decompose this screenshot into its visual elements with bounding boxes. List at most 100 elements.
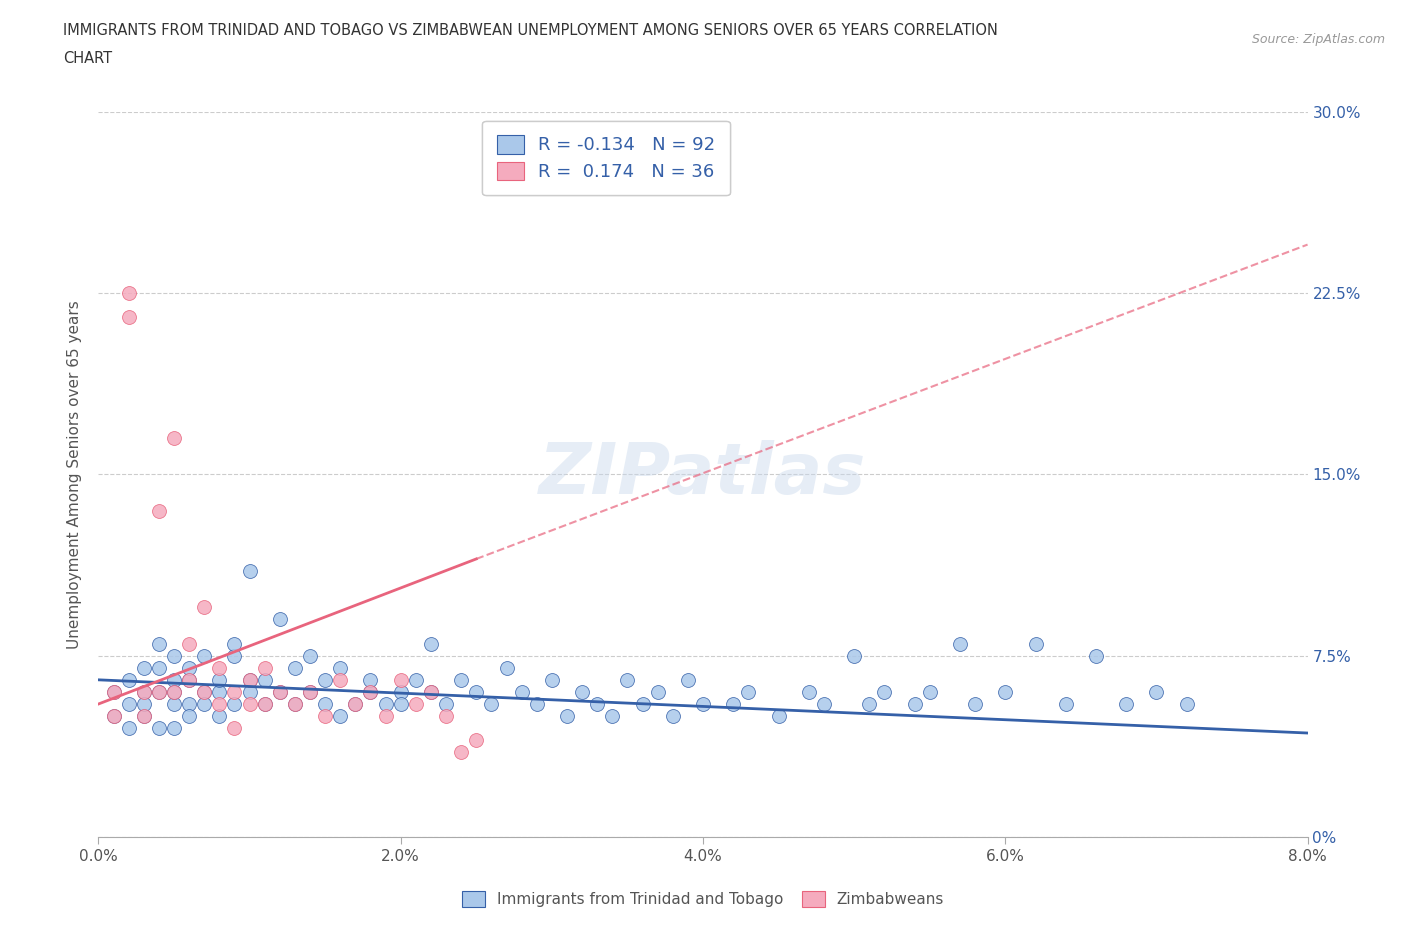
Legend: R = -0.134   N = 92, R =  0.174   N = 36: R = -0.134 N = 92, R = 0.174 N = 36 [482, 121, 730, 195]
Point [208, 697, 231, 711]
Point [193, 648, 215, 663]
Point [360, 672, 382, 687]
Point [163, 684, 186, 699]
Point [163, 672, 186, 687]
Point [224, 636, 246, 651]
Point [405, 672, 427, 687]
Point [405, 697, 427, 711]
Point [163, 684, 186, 699]
Point [465, 733, 488, 748]
Point [193, 600, 215, 615]
Point [193, 684, 215, 699]
Point [179, 672, 201, 687]
Point [571, 684, 593, 699]
Point [420, 684, 443, 699]
Point [163, 431, 186, 445]
Point [193, 684, 215, 699]
Point [813, 697, 835, 711]
Point [434, 709, 457, 724]
Point [647, 684, 669, 699]
Point [1146, 684, 1168, 699]
Text: Source: ZipAtlas.com: Source: ZipAtlas.com [1251, 33, 1385, 46]
Point [103, 684, 125, 699]
Point [450, 672, 472, 687]
Point [344, 697, 367, 711]
Point [389, 672, 412, 687]
Point [1085, 648, 1108, 663]
Point [314, 672, 336, 687]
Point [148, 636, 170, 651]
Point [148, 660, 170, 675]
Point [420, 684, 443, 699]
Legend: Immigrants from Trinidad and Tobago, Zimbabweans: Immigrants from Trinidad and Tobago, Zim… [456, 884, 950, 913]
Point [904, 697, 927, 711]
Point [148, 721, 170, 736]
Point [389, 684, 412, 699]
Point [299, 648, 322, 663]
Point [208, 684, 231, 699]
Point [103, 684, 125, 699]
Point [224, 697, 246, 711]
Point [389, 697, 412, 711]
Point [253, 660, 276, 675]
Point [329, 672, 352, 687]
Point [118, 672, 141, 687]
Point [631, 697, 654, 711]
Point [284, 697, 307, 711]
Point [132, 709, 155, 724]
Point [299, 684, 322, 699]
Point [163, 721, 186, 736]
Point [737, 684, 759, 699]
Point [510, 684, 533, 699]
Point [586, 697, 609, 711]
Point [299, 684, 322, 699]
Text: CHART: CHART [63, 51, 112, 66]
Point [269, 612, 291, 627]
Point [420, 636, 443, 651]
Point [360, 684, 382, 699]
Point [949, 636, 972, 651]
Point [239, 684, 262, 699]
Point [1175, 697, 1198, 711]
Point [253, 672, 276, 687]
Point [118, 286, 141, 300]
Point [179, 660, 201, 675]
Point [253, 697, 276, 711]
Point [374, 709, 396, 724]
Point [118, 310, 141, 325]
Point [540, 672, 562, 687]
Point [994, 684, 1017, 699]
Y-axis label: Unemployment Among Seniors over 65 years: Unemployment Among Seniors over 65 years [67, 300, 83, 649]
Point [344, 697, 367, 711]
Point [374, 697, 396, 711]
Point [163, 648, 186, 663]
Point [314, 709, 336, 724]
Point [284, 660, 307, 675]
Point [269, 684, 291, 699]
Point [360, 684, 382, 699]
Point [1025, 636, 1047, 651]
Point [163, 697, 186, 711]
Point [844, 648, 866, 663]
Point [602, 709, 624, 724]
Point [495, 660, 517, 675]
Point [329, 709, 352, 724]
Point [224, 721, 246, 736]
Point [329, 660, 352, 675]
Point [208, 660, 231, 675]
Point [253, 697, 276, 711]
Point [314, 697, 336, 711]
Point [616, 672, 638, 687]
Point [1054, 697, 1077, 711]
Point [239, 672, 262, 687]
Point [132, 684, 155, 699]
Point [148, 684, 170, 699]
Point [858, 697, 880, 711]
Point [434, 697, 457, 711]
Point [132, 684, 155, 699]
Text: ZIPatlas: ZIPatlas [540, 440, 866, 509]
Point [965, 697, 987, 711]
Point [797, 684, 820, 699]
Point [132, 697, 155, 711]
Point [118, 697, 141, 711]
